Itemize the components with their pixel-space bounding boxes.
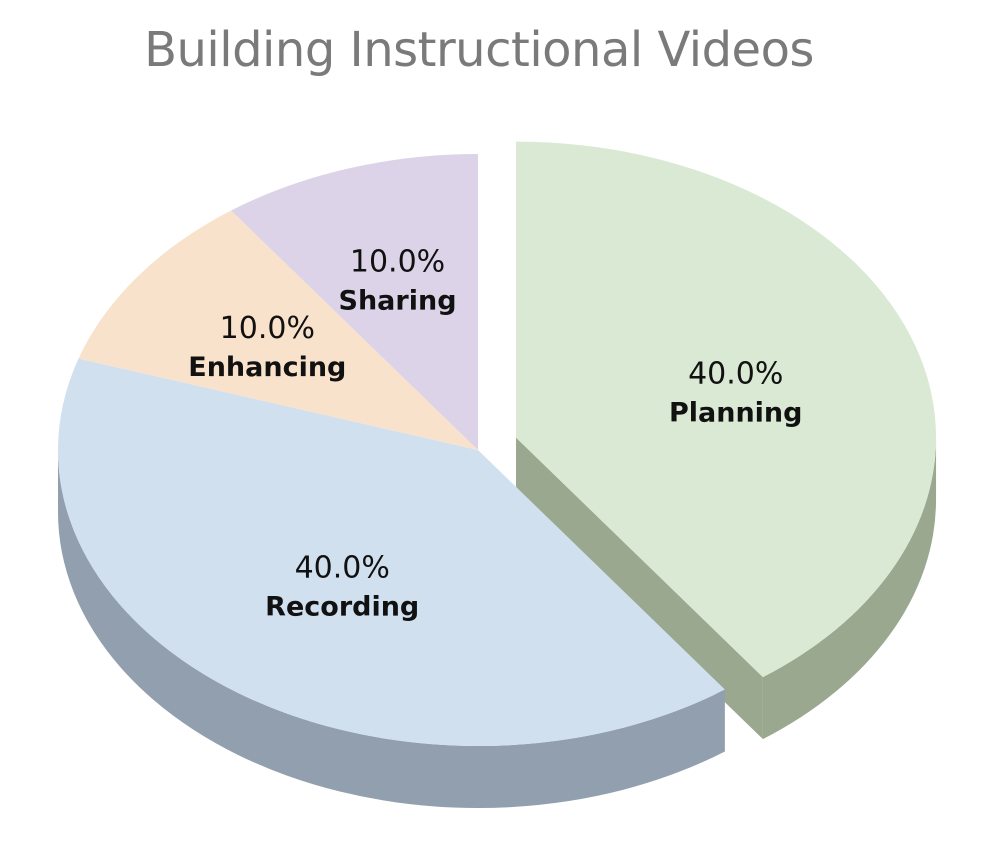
pie-sides-group	[58, 437, 937, 809]
chart-title: Building Instructional Videos	[144, 22, 814, 78]
pie-slice-planning	[516, 141, 937, 678]
slice-label-planning: Planning	[669, 397, 803, 428]
slice-value-recording: 40.0%	[295, 551, 390, 586]
pie-side-recording	[58, 450, 725, 809]
pie-slice-recording	[58, 358, 725, 747]
pie-face-planning	[516, 437, 763, 740]
pie-slice-sharing	[231, 154, 478, 450]
slice-label-sharing: Sharing	[339, 285, 457, 316]
slice-label-recording: Recording	[265, 592, 419, 623]
pie-slice-enhancing	[78, 210, 478, 450]
slice-value-enhancing: 10.0%	[220, 311, 315, 346]
pie-side-planning	[762, 437, 937, 740]
slice-value-sharing: 10.0%	[350, 244, 445, 279]
slice-value-planning: 40.0%	[688, 356, 783, 391]
pie-labels-group: 40.0% Planning 40.0% Recording 10.0% Enhancin…	[188, 244, 802, 622]
slice-label-enhancing: Enhancing	[188, 352, 346, 383]
pie-tops-group	[58, 141, 937, 747]
